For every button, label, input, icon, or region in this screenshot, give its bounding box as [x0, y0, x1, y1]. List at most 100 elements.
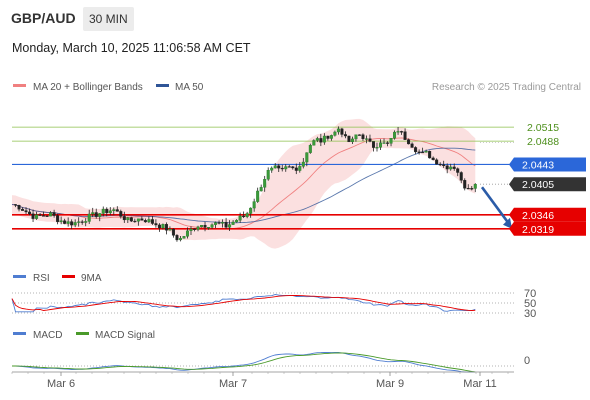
- candle: [357, 134, 361, 136]
- candle: [115, 206, 119, 212]
- candle: [31, 209, 35, 222]
- candle: [238, 212, 242, 223]
- candle: [154, 219, 158, 228]
- candle: [242, 211, 246, 219]
- candle: [287, 164, 291, 168]
- rsi-legend-label: RSI: [33, 273, 50, 284]
- pivot-label: 2.0443: [522, 159, 554, 171]
- candle: [280, 164, 284, 172]
- candle: [326, 135, 330, 141]
- candle: [221, 219, 225, 228]
- candle: [66, 217, 70, 227]
- candle: [210, 223, 214, 229]
- candle: [354, 134, 358, 142]
- candle: [459, 171, 463, 184]
- candle: [277, 163, 281, 173]
- candle: [291, 166, 295, 170]
- candle: [126, 216, 130, 224]
- candle: [189, 226, 193, 236]
- candle: [147, 216, 151, 224]
- candle: [266, 167, 270, 181]
- timeframe-button[interactable]: 30 MIN: [83, 7, 134, 31]
- candle: [17, 204, 21, 212]
- candle: [421, 147, 425, 154]
- candle: [168, 226, 172, 231]
- candle: [52, 209, 56, 218]
- candle: [368, 134, 372, 143]
- candle: [45, 215, 49, 218]
- candle: [245, 211, 249, 219]
- candle: [473, 183, 477, 193]
- candle: [196, 225, 200, 232]
- candle: [28, 208, 32, 216]
- candle: [463, 178, 467, 191]
- candle: [129, 216, 133, 223]
- candle: [428, 150, 432, 159]
- candle: [112, 207, 116, 215]
- candle: [305, 152, 309, 167]
- rsi-tick-label: 50: [524, 298, 536, 310]
- candle: [59, 216, 63, 225]
- candle: [108, 207, 112, 216]
- candle: [105, 207, 109, 217]
- candle: [371, 141, 375, 152]
- candle: [284, 164, 288, 172]
- candle: [35, 211, 39, 220]
- bollinger-bands: [12, 118, 476, 249]
- candle: [308, 143, 312, 154]
- candle: [259, 184, 263, 192]
- candle: [470, 186, 474, 191]
- candle: [396, 126, 400, 135]
- bollinger-band-area: [12, 118, 476, 249]
- candle: [333, 130, 337, 137]
- candle: [340, 127, 344, 138]
- candle: [403, 128, 407, 140]
- candle: [294, 163, 298, 175]
- candle: [150, 216, 154, 225]
- candle: [185, 227, 189, 239]
- trend-arrow: [480, 186, 512, 229]
- candle: [256, 187, 260, 203]
- candle: [414, 146, 418, 155]
- instrument-title: GBP/AUD: [11, 10, 76, 26]
- candle: [319, 133, 323, 147]
- resistance-label: 2.0515: [527, 122, 559, 134]
- candle: [270, 166, 274, 173]
- candle: [400, 130, 404, 135]
- x-axis-tick-label: Mar 9: [376, 378, 404, 390]
- rsi-tick-label: 30: [524, 308, 536, 320]
- candle: [56, 213, 60, 225]
- candle: [91, 207, 95, 217]
- candle: [133, 218, 137, 223]
- candle: [164, 222, 168, 235]
- ma50-legend-label: MA 50: [175, 82, 204, 93]
- candle: [442, 160, 446, 168]
- candle: [322, 133, 326, 145]
- candle: [456, 167, 460, 177]
- candle: [98, 213, 102, 222]
- current-price-box: [509, 177, 586, 192]
- candle: [42, 211, 46, 217]
- candle: [452, 163, 456, 171]
- candle: [361, 133, 365, 141]
- candle: [312, 139, 316, 146]
- candle: [94, 208, 98, 219]
- chart-timestamp: Monday, March 10, 2025 11:06:58 AM CET: [12, 41, 251, 55]
- candle: [407, 138, 411, 145]
- candle: [178, 235, 182, 242]
- candle: [200, 225, 204, 228]
- pivot-label-box: [509, 157, 586, 172]
- candle: [235, 219, 239, 223]
- macd-pane: 0: [12, 351, 530, 373]
- candle: [438, 162, 442, 167]
- candle: [171, 228, 175, 238]
- candle: [393, 130, 397, 140]
- x-axis-tick-label: Mar 11: [463, 378, 496, 390]
- price-level-labels: 2.0515 2.0488 2.0443 2.0405 2.0346 2.0319: [509, 122, 586, 236]
- candle: [182, 236, 186, 239]
- candle: [301, 158, 305, 169]
- candle: [382, 138, 386, 144]
- candle: [449, 163, 453, 171]
